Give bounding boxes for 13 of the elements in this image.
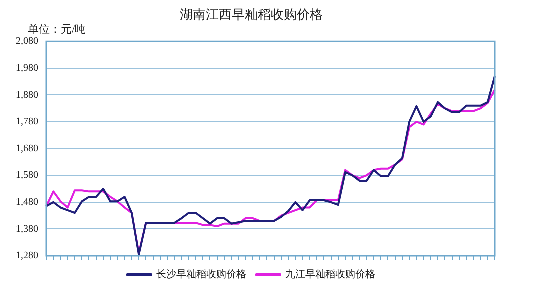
y-tick-label: 1,980 — [16, 63, 38, 74]
legend-label: 长沙早籼稻收购价格 — [156, 268, 246, 281]
legend-label: 九江早籼稻收购价格 — [286, 268, 376, 281]
y-tick-label: 1,480 — [16, 197, 38, 208]
y-tick-label: 1,680 — [16, 143, 38, 154]
y-tick-label: 1,280 — [16, 250, 38, 262]
y-tick-label: 1,780 — [16, 116, 38, 128]
text: 单位：元/吨 — [28, 22, 86, 36]
y-tick-label: 1,380 — [16, 224, 38, 235]
y-tick-label: 2,080 — [16, 36, 38, 48]
y-tick-label: 1,880 — [16, 90, 38, 101]
y-tick-label: 1,580 — [16, 170, 38, 182]
chart-title: 湖南江西早籼稻收购价格 — [180, 7, 323, 22]
